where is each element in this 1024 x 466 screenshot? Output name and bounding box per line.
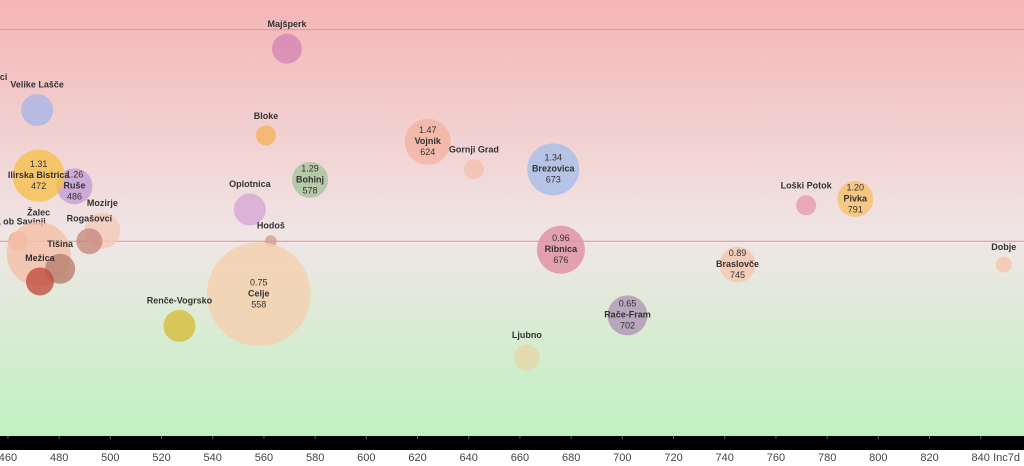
bubble-value: 1.34 — [544, 153, 562, 163]
bubble — [513, 344, 540, 371]
x-tick-label: 800 — [869, 452, 887, 464]
bubble-label: Žalec — [27, 206, 50, 217]
bubble-label: Ljubno — [512, 330, 542, 340]
x-tick-label: 840 — [972, 452, 990, 464]
x-tick-label: 600 — [357, 452, 375, 464]
bubble-x-value: 673 — [546, 175, 561, 185]
x-tick-label: 500 — [101, 452, 119, 464]
bubble-label: Braslovče — [716, 259, 759, 269]
x-tick-label: 580 — [306, 452, 324, 464]
bubble-label: Rogašovci — [67, 214, 113, 224]
bubble — [404, 118, 451, 165]
bubble — [837, 180, 874, 217]
bubble-x-value: 702 — [620, 321, 635, 331]
x-tick-label: 660 — [511, 452, 529, 464]
bubble-label: ca ob Savinji — [0, 217, 46, 227]
bubble-label: Bloke — [254, 111, 279, 121]
bubble — [25, 267, 54, 296]
bubble-label: Velike Lašče — [10, 79, 64, 89]
bubble-label: ci — [0, 72, 7, 82]
bubble — [21, 94, 54, 127]
bubble — [719, 246, 756, 283]
bubble-label: Ruše — [63, 181, 85, 191]
bubble-label: Rače-Fram — [604, 310, 651, 320]
bubble — [255, 125, 276, 146]
bubble-x-value: 558 — [251, 300, 266, 310]
bubble-label: Renče-Vogrsko — [147, 295, 213, 305]
bubble-label: Ribnica — [545, 244, 579, 254]
bubble-label: Dobje — [991, 242, 1016, 252]
bubble-x-value: 578 — [303, 185, 318, 195]
bubble-x-value: 486 — [67, 192, 82, 202]
bubble-label: Mežica — [25, 253, 56, 263]
bubble-value: 0.89 — [729, 248, 747, 258]
bubble — [995, 256, 1012, 273]
bubble-label: Brezovica — [532, 164, 576, 174]
x-tick-label: 760 — [767, 452, 785, 464]
x-tick-label: 780 — [818, 452, 836, 464]
bubble-x-value: 624 — [420, 147, 435, 157]
bubble-value: 0.96 — [552, 233, 570, 243]
bubble-value: 1.20 — [847, 182, 865, 192]
bubble — [163, 309, 196, 342]
bubble-x-value: 791 — [848, 204, 863, 214]
bubble-value: 1.26 — [66, 170, 84, 180]
x-tick-label: 740 — [716, 452, 734, 464]
bubble-x-value: 676 — [553, 255, 568, 265]
x-tick-label: 620 — [408, 452, 426, 464]
bubble-label: Mozirje — [87, 198, 118, 208]
bubble-label: Ilirska Bistrica — [8, 170, 71, 180]
axis-bar — [0, 436, 1024, 450]
bubble-x-value: 745 — [730, 270, 745, 280]
bubble-x-value: 472 — [31, 181, 46, 191]
x-tick-label: 680 — [562, 452, 580, 464]
bubble — [607, 295, 648, 336]
x-tick-label: 560 — [255, 452, 273, 464]
bubble — [206, 242, 311, 347]
x-tick-label: 540 — [204, 452, 222, 464]
bubble — [292, 161, 329, 198]
x-tick-label: 520 — [152, 452, 170, 464]
plot-background — [0, 0, 1024, 436]
x-axis-label: Inc7d — [993, 452, 1020, 464]
x-tick-label: 720 — [664, 452, 682, 464]
bubble-label: Loški Potok — [781, 181, 833, 191]
bubble-label: Bohinj — [296, 174, 324, 184]
bubble — [233, 193, 266, 226]
bubble — [76, 228, 103, 255]
bubble-label: Majšperk — [267, 19, 307, 29]
bubble — [463, 159, 484, 180]
x-tick-label: 640 — [460, 452, 478, 464]
bubble-label: Gornji Grad — [449, 145, 499, 155]
bubble-value: 1.47 — [419, 125, 437, 135]
bubble-label: Vojnik — [415, 136, 442, 146]
x-tick-label: 700 — [613, 452, 631, 464]
bubble-label: Oplotnica — [229, 179, 271, 189]
bubble — [56, 168, 93, 205]
x-tick-label: 820 — [920, 452, 938, 464]
bubble-label: Hodoš — [257, 221, 285, 231]
bubble-label: Tišina — [47, 239, 74, 249]
axis-area — [0, 450, 1024, 466]
bubble-value: 1.29 — [301, 163, 319, 173]
x-tick-label: 460 — [0, 452, 17, 464]
bubble — [536, 225, 585, 274]
bubble — [271, 33, 302, 64]
bubble — [796, 195, 817, 216]
x-tick-label: 480 — [50, 452, 68, 464]
bubble-value: 1.31 — [30, 159, 48, 169]
bubble — [527, 143, 580, 196]
bubble-label: Pivka — [844, 193, 869, 203]
bubble-label: Celje — [248, 289, 270, 299]
bubble-value: 0.65 — [619, 299, 637, 309]
bubble — [12, 149, 65, 202]
bubble-value: 0.75 — [250, 278, 268, 288]
